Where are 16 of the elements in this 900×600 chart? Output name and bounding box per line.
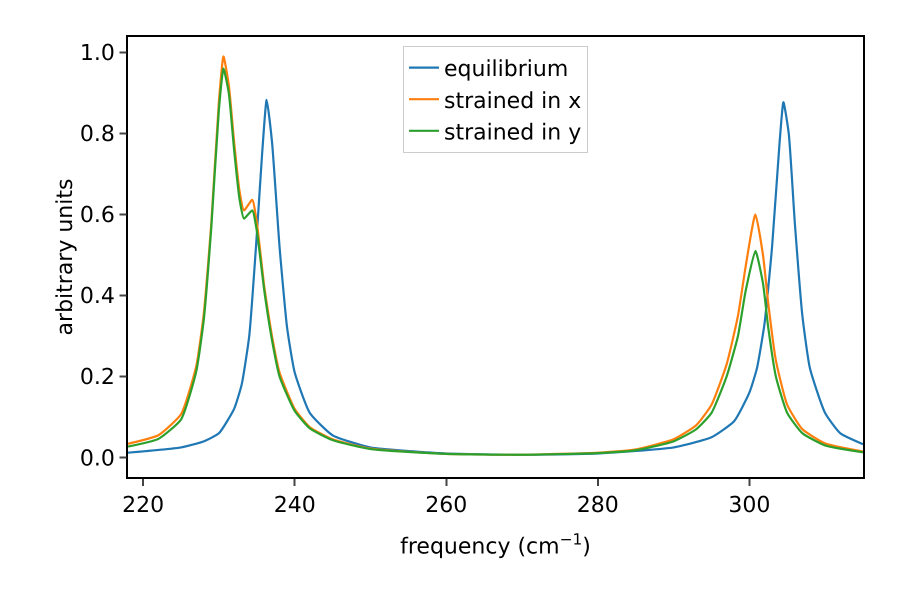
x-tick-label: 300 xyxy=(728,493,770,518)
legend-label: equilibrium xyxy=(444,57,568,82)
x-axis-title: frequency (cm$^{−1}$) xyxy=(400,530,591,560)
y-tick-label: 0.6 xyxy=(80,203,115,228)
y-tick-label: 1.0 xyxy=(80,41,115,66)
x-tick-label: 240 xyxy=(274,493,316,518)
y-axis-title: arbitrary units xyxy=(52,178,78,336)
y-tick-label: 0.4 xyxy=(80,284,115,310)
y-tick-label: 0.0 xyxy=(80,446,115,472)
x-tick-label: 260 xyxy=(425,493,468,518)
legend-label: strained in x xyxy=(444,88,582,114)
y-tick-label: 0.8 xyxy=(80,122,115,148)
x-tick-label: 280 xyxy=(576,493,619,518)
y-tick-label: 0.2 xyxy=(80,365,115,390)
x-tick-label: 220 xyxy=(122,493,164,518)
legend-label: strained in y xyxy=(444,120,582,146)
